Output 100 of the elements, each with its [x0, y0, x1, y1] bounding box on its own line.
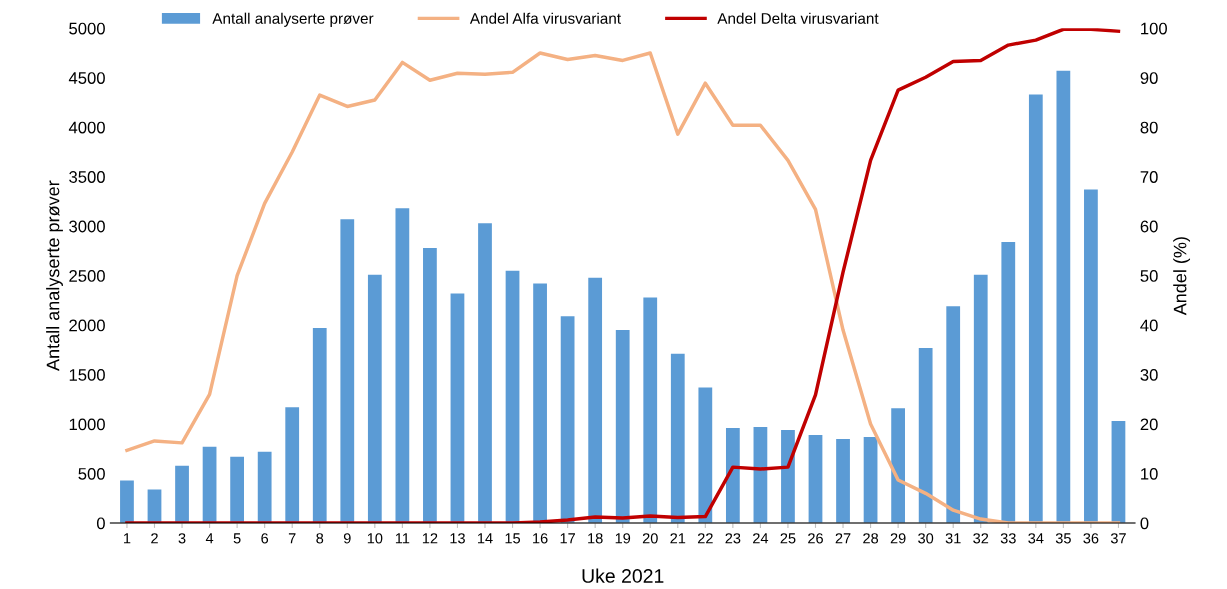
x-tick-label: 5 [233, 533, 241, 544]
bar [725, 428, 740, 524]
bar [891, 408, 905, 524]
y-tick-label: 2000 [69, 319, 105, 332]
bar [643, 297, 658, 524]
x-tick-label: 6 [261, 533, 269, 544]
y2-tick-label: 40 [1140, 319, 1158, 332]
bar [147, 489, 162, 524]
bar [698, 387, 713, 524]
x-tick-label: 36 [1083, 533, 1099, 544]
y-tick-label: 0 [96, 517, 105, 530]
y2-axis-title: Andel (%) [1173, 237, 1191, 316]
bar [395, 208, 410, 524]
x-tick-label: 25 [780, 533, 796, 544]
y2-tick-label: 20 [1140, 418, 1158, 431]
x-tick-label: 3 [178, 533, 186, 544]
bar [478, 223, 492, 524]
legend-label: Andel Delta virusvariant [717, 12, 879, 24]
x-tick-label: 1 [124, 533, 131, 544]
x-tick-label: 32 [973, 533, 989, 544]
x-tick-label: 17 [560, 533, 575, 544]
y-tick-label: 3500 [69, 171, 105, 183]
y2-tick-label: 80 [1140, 121, 1158, 134]
x-tick-label: 18 [588, 533, 603, 544]
bar [505, 270, 520, 524]
x-tick-label: 31 [945, 533, 961, 544]
x-axis-title: Uke 2021 [582, 568, 664, 583]
bar [230, 456, 245, 524]
x-tick-label: 20 [642, 533, 658, 544]
x-tick-label: 14 [478, 533, 493, 544]
legend-label: Antall analyserte prøver [212, 12, 374, 27]
x-tick-label: 35 [1055, 533, 1071, 544]
bar [560, 316, 575, 524]
y-tick-label: 1000 [69, 418, 105, 431]
bar [257, 451, 272, 524]
bar [918, 347, 933, 524]
bar [973, 274, 988, 524]
x-tick-label: 10 [367, 533, 383, 544]
y-tick-label: 4000 [68, 121, 105, 134]
y2-tick-label: 50 [1140, 270, 1158, 282]
bar [120, 480, 134, 524]
bar [615, 330, 630, 524]
x-tick-label: 16 [533, 533, 548, 544]
y-axis-title: Antall analyserte prøver [46, 180, 63, 371]
x-tick-label: 13 [450, 533, 465, 544]
bar [367, 274, 382, 524]
bar [340, 219, 355, 524]
x-tick-label: 22 [697, 533, 713, 544]
bar [175, 465, 189, 524]
x-tick-label: 26 [808, 533, 823, 544]
x-tick-label: 29 [890, 533, 906, 544]
bar [450, 293, 465, 524]
y2-tick-label: 70 [1140, 171, 1158, 183]
y2-tick-label: 0 [1140, 517, 1149, 530]
bar [670, 353, 685, 524]
x-tick-label: 15 [505, 533, 521, 544]
y2-tick-label: 90 [1140, 72, 1158, 84]
x-tick-label: 27 [835, 533, 851, 544]
bar [312, 328, 327, 524]
y2-tick-label: 60 [1140, 220, 1158, 233]
x-tick-label: 4 [205, 533, 214, 544]
x-tick-label: 24 [753, 533, 769, 544]
y2-tick-label: 30 [1140, 369, 1158, 381]
bar [808, 434, 823, 524]
x-tick-label: 9 [343, 533, 351, 544]
bar [533, 283, 547, 524]
y-tick-label: 500 [78, 467, 105, 480]
x-tick-label: 23 [725, 533, 741, 544]
x-tick-label: 30 [918, 533, 934, 544]
bar [285, 407, 300, 524]
bar [588, 277, 603, 524]
y-tick-label: 5000 [69, 22, 105, 35]
x-tick-label: 21 [670, 533, 686, 544]
x-tick-label: 37 [1110, 533, 1126, 544]
bar [946, 306, 961, 524]
y-tick-label: 2500 [69, 270, 105, 282]
bar [1084, 189, 1098, 524]
x-tick-label: 19 [615, 533, 631, 544]
x-tick-label: 8 [316, 533, 324, 544]
bar [1001, 242, 1016, 524]
bar [863, 436, 878, 524]
x-tick-label: 12 [422, 533, 438, 544]
y-tick-label: 4500 [68, 72, 105, 84]
x-tick-label: 11 [395, 533, 410, 544]
bar [1056, 70, 1071, 524]
bar [753, 427, 768, 524]
y-tick-label: 1500 [69, 369, 105, 381]
bar [836, 438, 850, 524]
x-tick-label: 2 [151, 533, 158, 544]
bar [1028, 94, 1043, 524]
bar [781, 430, 795, 524]
y2-tick-label: 10 [1141, 467, 1158, 480]
y-tick-label: 3000 [69, 220, 105, 233]
bar [202, 446, 217, 524]
legend-label: Andel Alfa virusvariant [469, 12, 621, 24]
bar [1111, 421, 1126, 524]
bar [423, 247, 437, 524]
x-tick-label: 7 [288, 533, 296, 544]
y2-tick-label: 100 [1141, 22, 1167, 35]
x-tick-label: 34 [1028, 533, 1044, 544]
